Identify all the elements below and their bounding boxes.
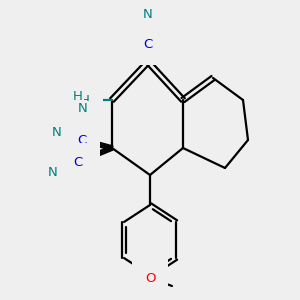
Text: C: C	[77, 134, 87, 146]
Text: C: C	[143, 38, 153, 52]
Text: N: N	[52, 127, 62, 140]
Text: C: C	[74, 157, 82, 169]
Text: N: N	[78, 101, 88, 115]
Text: H: H	[73, 91, 83, 103]
Text: O: O	[145, 272, 155, 284]
Text: N: N	[143, 8, 153, 22]
Text: N: N	[48, 166, 58, 178]
Text: H: H	[80, 94, 90, 106]
